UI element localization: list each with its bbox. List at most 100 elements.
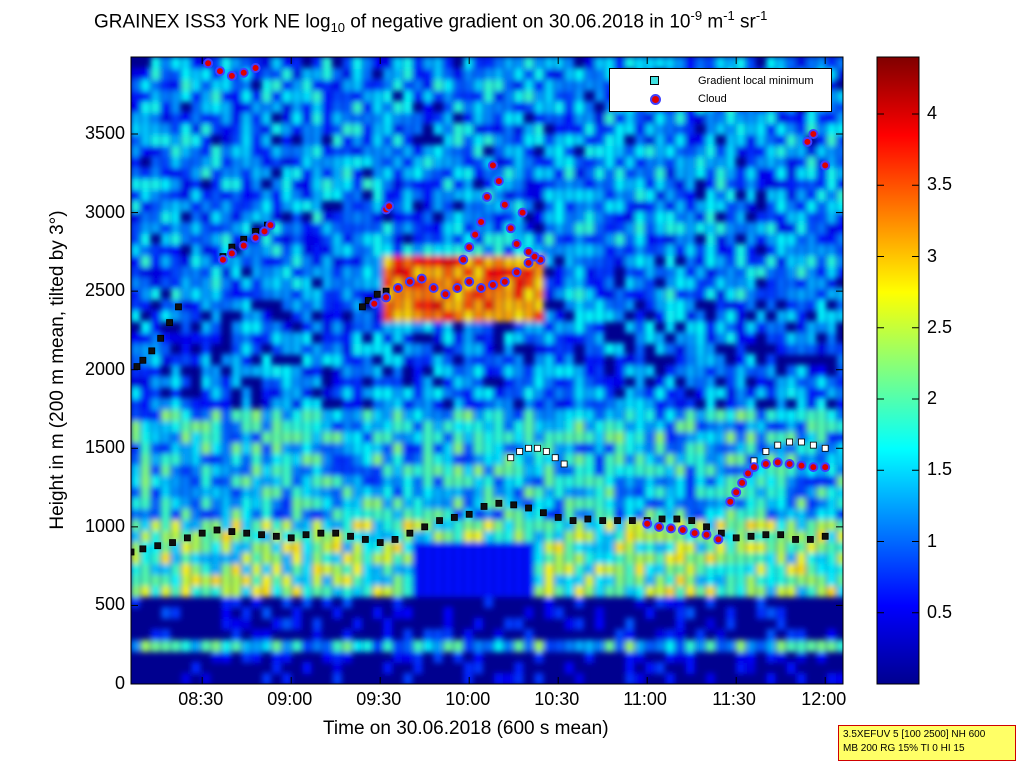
heat-cell: [433, 90, 443, 102]
gradient-min-point: [551, 454, 559, 462]
heat-cell: [292, 145, 302, 157]
heat-cell: [362, 409, 372, 421]
heat-cell: [433, 530, 443, 542]
heat-cell: [463, 442, 473, 454]
heat-cell: [837, 530, 843, 542]
heat-cell: [292, 310, 302, 322]
heat-cell: [705, 178, 715, 190]
heat-cell: [221, 530, 231, 542]
heat-cell: [231, 299, 241, 311]
heat-cell: [141, 398, 151, 410]
heat-cell: [524, 200, 534, 212]
heat-cell: [302, 222, 312, 234]
heat-cell: [826, 277, 836, 289]
heat-cell: [826, 552, 836, 564]
heat-cell: [594, 519, 604, 531]
heat-cell: [625, 409, 635, 421]
heat-cell: [453, 310, 463, 322]
heat-cell: [433, 266, 443, 278]
heat-cell: [615, 211, 625, 223]
heat-cell: [504, 365, 514, 377]
heat-cell: [373, 387, 383, 399]
heat-cell: [746, 244, 756, 256]
heat-cell: [534, 90, 544, 102]
gradient-min-point: [376, 539, 384, 546]
heat-cell: [514, 486, 524, 498]
heat-cell: [826, 563, 836, 575]
heat-cell: [665, 156, 675, 168]
heat-cell: [443, 574, 453, 586]
heat-cell: [453, 123, 463, 135]
heat-cell: [776, 57, 786, 69]
heat-cell: [705, 255, 715, 267]
heat-cell: [645, 640, 655, 652]
heat-cell: [383, 574, 393, 586]
heat-cell: [584, 68, 594, 80]
heat-cell: [756, 288, 766, 300]
heat-cell: [352, 79, 362, 91]
heat-cell: [695, 222, 705, 234]
heat-cell: [241, 90, 251, 102]
heat-cell: [494, 475, 504, 487]
heat-cell: [726, 244, 736, 256]
heat-cell: [151, 134, 161, 146]
heat-cell: [201, 420, 211, 432]
heat-cell: [433, 585, 443, 597]
heat-cell: [766, 530, 776, 542]
heat-cell: [362, 365, 372, 377]
heat-cell: [453, 475, 463, 487]
heat-cell: [564, 277, 574, 289]
heat-cell: [423, 387, 433, 399]
heat-cell: [141, 508, 151, 520]
heat-cell: [181, 79, 191, 91]
heat-cell: [816, 640, 826, 652]
heat-cell: [685, 134, 695, 146]
heat-cell: [746, 563, 756, 575]
heat-cell: [332, 222, 342, 234]
heat-cell: [443, 200, 453, 212]
heat-cell: [524, 530, 534, 542]
heat-cell: [463, 585, 473, 597]
cloud-point: [499, 276, 510, 287]
heat-cell: [302, 123, 312, 135]
heat-cell: [252, 167, 262, 179]
heat-cell: [181, 343, 191, 355]
heat-cell: [221, 508, 231, 520]
heat-cell: [554, 354, 564, 366]
heat-cell: [786, 277, 796, 289]
heat-cell: [705, 409, 715, 421]
heat-cell: [362, 156, 372, 168]
heat-cell: [705, 431, 715, 443]
heat-cell: [161, 222, 171, 234]
heat-cell: [716, 222, 726, 234]
heat-cell: [231, 79, 241, 91]
heat-cell: [403, 167, 413, 179]
heat-cell: [403, 574, 413, 586]
heat-cell: [383, 321, 393, 333]
heat-cell: [282, 464, 292, 476]
heat-cell: [514, 508, 524, 520]
heat-cell: [594, 299, 604, 311]
heat-cell: [403, 134, 413, 146]
heat-cell: [605, 145, 615, 157]
heat-cell: [746, 354, 756, 366]
heat-cell: [494, 310, 504, 322]
heat-cell: [675, 387, 685, 399]
heat-cell: [695, 508, 705, 520]
heat-cell: [413, 541, 423, 553]
heat-cell: [544, 398, 554, 410]
heat-cell: [554, 420, 564, 432]
heat-cell: [605, 189, 615, 201]
heat-cell: [746, 662, 756, 674]
heat-cell: [151, 112, 161, 124]
heat-cell: [564, 79, 574, 91]
heat-cell: [816, 57, 826, 69]
heat-cell: [383, 530, 393, 542]
heat-cell: [484, 475, 494, 487]
heat-cell: [161, 79, 171, 91]
heat-cell: [615, 233, 625, 245]
heat-cell: [625, 585, 635, 597]
heat-cell: [211, 497, 221, 509]
heat-cell: [726, 453, 736, 465]
heat-cell: [726, 618, 736, 630]
